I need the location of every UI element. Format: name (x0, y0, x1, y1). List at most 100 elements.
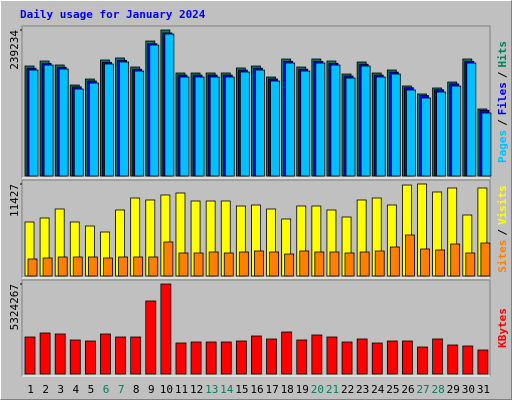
x-tick-label: 13 (205, 383, 218, 396)
bar (39, 332, 51, 375)
legend-entry: Pages (496, 130, 509, 163)
bar (344, 252, 355, 277)
bar (145, 300, 157, 375)
bar (435, 249, 446, 277)
bar (390, 73, 401, 177)
x-tick-label: 20 (311, 383, 324, 396)
bar (330, 64, 341, 177)
bar (119, 61, 129, 177)
bar (148, 256, 159, 277)
chart-title: Daily usage for January 2024 (20, 8, 206, 21)
bar (386, 340, 398, 375)
bar (178, 252, 189, 277)
bar (149, 44, 160, 177)
bar (406, 89, 416, 177)
x-tick-label: 14 (220, 383, 234, 396)
bar (405, 234, 415, 277)
bar (329, 251, 340, 277)
x-tick-label: 5 (88, 383, 95, 396)
bar (462, 345, 474, 375)
x-tick-label: 3 (57, 383, 64, 396)
x-tick-label: 1 (27, 383, 34, 396)
bar (402, 340, 413, 375)
bar (432, 338, 444, 375)
bar (84, 340, 96, 375)
bar (42, 257, 53, 277)
x-tick-label: 18 (281, 383, 294, 396)
legend-entry: Visits (496, 185, 509, 225)
bar (190, 341, 202, 375)
bar (266, 338, 277, 375)
bar (389, 246, 400, 277)
bar (345, 77, 356, 177)
bar (115, 336, 126, 375)
bar (160, 283, 172, 375)
x-tick-label: 31 (477, 383, 490, 396)
bar (130, 336, 142, 375)
bar (223, 252, 234, 277)
bar (194, 76, 205, 177)
bar (360, 65, 371, 177)
bar (326, 336, 338, 375)
bar (447, 344, 459, 375)
bar (54, 333, 66, 375)
bar (103, 257, 113, 277)
x-tick-label: 29 (447, 383, 460, 396)
bar (87, 256, 98, 277)
x-tick-label: 2 (42, 383, 49, 396)
x-tick-label: 16 (250, 383, 263, 396)
bar (133, 256, 144, 277)
bar (314, 251, 325, 277)
bar (238, 251, 249, 277)
bar (163, 241, 174, 277)
bar (315, 62, 326, 177)
bar (371, 342, 383, 375)
x-tick-label: 11 (175, 383, 188, 396)
bar (466, 62, 477, 177)
y-tick-label: 11427 (8, 184, 21, 217)
bar (193, 252, 204, 277)
bar (104, 63, 114, 177)
bar (480, 242, 491, 277)
bar (285, 62, 296, 177)
bar (281, 331, 293, 375)
bar (175, 342, 187, 375)
x-tick-label: 27 (416, 383, 429, 396)
legend-entry: Sites (496, 240, 509, 273)
x-tick-label: 4 (73, 383, 80, 396)
bar (417, 346, 428, 375)
bar (421, 97, 431, 177)
bar (420, 248, 430, 277)
bar (88, 82, 99, 177)
bar (27, 258, 38, 277)
bar (375, 76, 386, 177)
bar (477, 349, 489, 375)
x-tick-label: 25 (386, 383, 399, 396)
legend-separator: / (496, 71, 509, 78)
bar (270, 80, 280, 177)
bar (118, 256, 128, 277)
x-tick-label: 30 (462, 383, 475, 396)
x-tick-label: 26 (401, 383, 414, 396)
bar (451, 85, 462, 177)
legend-entry: KBytes (496, 308, 509, 348)
x-tick-label: 10 (160, 383, 173, 396)
x-tick-label: 22 (341, 383, 354, 396)
bar (28, 69, 39, 177)
bar (57, 256, 68, 277)
bar (43, 64, 54, 177)
bar (254, 250, 264, 277)
bar (296, 339, 308, 375)
bar (299, 250, 310, 277)
bar (251, 335, 262, 375)
bar (341, 341, 353, 375)
x-tick-label: 8 (133, 383, 140, 396)
bar (72, 256, 83, 277)
bar (465, 252, 476, 277)
bar (73, 88, 84, 177)
bar (359, 251, 370, 277)
bar (69, 339, 81, 375)
